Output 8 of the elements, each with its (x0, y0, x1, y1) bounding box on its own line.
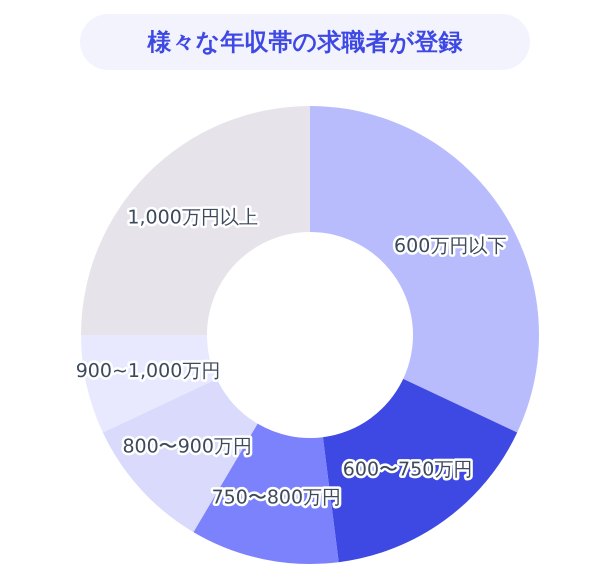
slice-label: 750〜800万円 (212, 486, 342, 509)
slice-label: 900~1,000万円 (76, 360, 220, 382)
donut-slice (310, 106, 539, 433)
donut-slice (81, 106, 310, 335)
slice-label: 1,000万円以上 (127, 206, 258, 229)
slice-label: 600〜750万円 (342, 458, 472, 480)
chart-title: 様々な年収帯の求職者が登録 (148, 27, 462, 58)
slice-label: 600万円以下 (394, 235, 506, 258)
